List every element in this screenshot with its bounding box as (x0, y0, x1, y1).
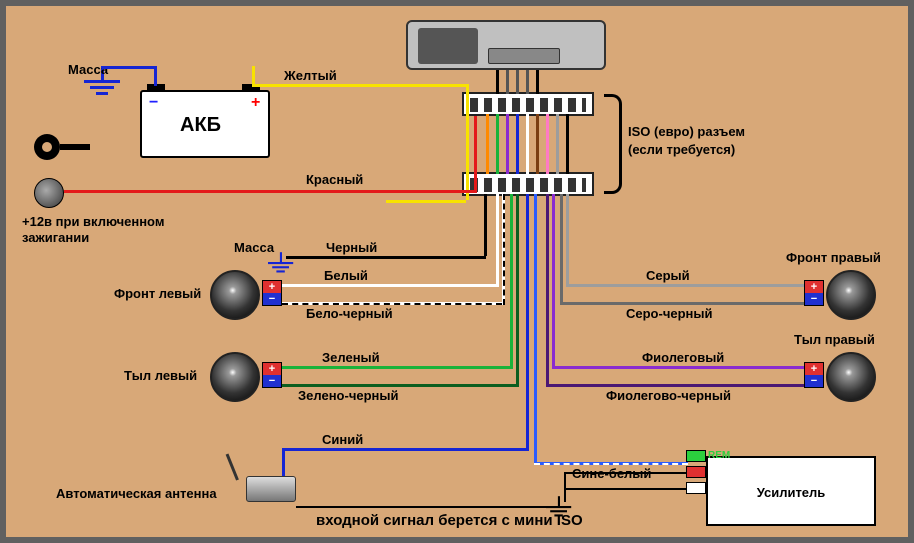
wire-white (282, 284, 496, 287)
wire-greyblack-v (560, 194, 563, 305)
wire-hu-5 (536, 70, 539, 94)
wire-grey (566, 284, 804, 287)
violet-label: Фиолеговый (642, 350, 724, 365)
wire-green-v (510, 194, 513, 369)
wire-black-v (484, 194, 487, 256)
black-label: Черный (326, 240, 377, 255)
red-label: Красный (306, 172, 363, 187)
wire-hu-1 (496, 70, 499, 94)
wire-hu-4 (526, 70, 529, 94)
mass-label: Масса (68, 62, 108, 77)
rl-label: Тыл левый (124, 368, 197, 383)
wire-red-1 (64, 190, 474, 193)
rem-label: REM (708, 450, 730, 461)
speaker-rear-right (826, 352, 876, 402)
iso-connector-top (462, 92, 594, 116)
grey-label: Серый (646, 268, 690, 283)
speaker-rear-left (210, 352, 260, 402)
wire-v-grey (556, 114, 559, 174)
wire-greenblack-v (516, 194, 519, 387)
green-label: Зеленый (322, 350, 380, 365)
rca-white (686, 482, 706, 494)
wire-blue (282, 448, 526, 451)
wire-whiteblack (282, 302, 502, 305)
rr-label: Тыл правый (794, 332, 875, 347)
white-label: Белый (324, 268, 368, 283)
antenna-label: Автоматическая антенна (56, 486, 217, 501)
wire-whiteblack-v (502, 194, 505, 305)
wire-footer (296, 506, 546, 508)
iso-connector-bottom (462, 172, 594, 196)
greyblack-label: Серо-черный (626, 306, 713, 321)
wire-white-v (496, 194, 499, 287)
wire-black (286, 256, 486, 259)
wire-v-brown (536, 114, 539, 174)
wire-v-pink (546, 114, 549, 174)
wire-ground-batt (102, 66, 154, 69)
wire-greyblack (560, 302, 804, 305)
head-unit (406, 20, 606, 70)
wire-grey-v (566, 194, 569, 287)
speaker-fr-terminal: +− (804, 280, 824, 306)
wire-hu-3 (516, 70, 519, 94)
battery-minus: − (149, 94, 158, 112)
wire-greenblack (282, 384, 516, 387)
wire-rca-v (564, 472, 566, 502)
wire-violetblack (546, 384, 804, 387)
wire-yellow-4 (386, 200, 466, 203)
speaker-rl-terminal: +− (262, 362, 282, 388)
wire-blue-v (526, 194, 529, 451)
wire-v-black (566, 114, 569, 174)
iso-label-2: (если требуется) (628, 142, 735, 157)
speaker-fl-terminal: +− (262, 280, 282, 306)
mass2-label: Масса (234, 240, 274, 255)
wire-yellow-3 (466, 84, 469, 200)
fr-label: Фронт правый (786, 250, 881, 265)
whiteblack-label: Бело-черный (306, 306, 393, 321)
wire-ground-batt-v (154, 66, 157, 86)
wire-violet (552, 366, 804, 369)
wire-rca1 (566, 472, 686, 474)
diagram-canvas: ISO (евро) разъем (если требуется) АКБ −… (6, 6, 908, 537)
wire-bluewhite (534, 462, 688, 465)
wire-v-violet (506, 114, 509, 174)
iso-brace (604, 94, 622, 194)
battery-label: АКБ (180, 114, 221, 137)
wire-yellow-2 (252, 84, 466, 87)
wire-green (282, 366, 510, 369)
amplifier: Усилитель (706, 456, 876, 526)
iso-label-1: ISO (евро) разъем (628, 124, 745, 139)
rca-red (686, 466, 706, 478)
wire-v-green (496, 114, 499, 174)
footer-text: входной сигнал берется с мини ISO (316, 512, 583, 529)
speaker-rr-terminal: +− (804, 362, 824, 388)
wire-bluewhite-v (534, 194, 537, 462)
speaker-front-left (210, 270, 260, 320)
wire-violetblack-v (546, 194, 549, 387)
wire-yellow-1 (252, 66, 255, 86)
wire-violet-v (552, 194, 555, 369)
yellow-label: Желтый (284, 68, 337, 83)
battery-plus: + (251, 94, 260, 112)
amp-label: Усилитель (708, 458, 874, 528)
wire-v-white (526, 114, 529, 174)
ignition-switch (34, 178, 64, 208)
wire-v-orange (486, 114, 489, 174)
rem-terminal (686, 450, 706, 462)
fl-label: Фронт левый (114, 286, 201, 301)
wire-rca2 (566, 488, 686, 490)
ignition-label: +12в при включенном зажигании (22, 214, 164, 245)
violetblack-label: Фиолегово-черный (606, 388, 731, 403)
greenblack-label: Зелено-черный (298, 388, 398, 403)
auto-antenna (236, 474, 296, 504)
wire-hu-2 (506, 70, 509, 94)
wire-v-blue (516, 114, 519, 174)
blue-label: Синий (322, 432, 363, 447)
wire-red-2 (474, 116, 477, 193)
speaker-front-right (826, 270, 876, 320)
